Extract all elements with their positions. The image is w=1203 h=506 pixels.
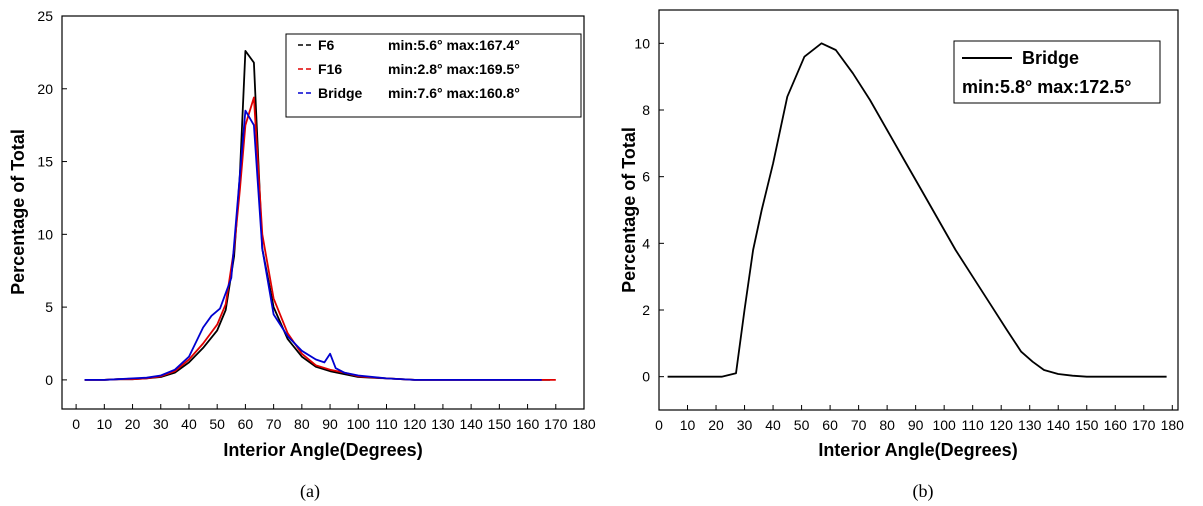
x-tick-label: 110 <box>375 416 398 432</box>
x-tick-label: 50 <box>794 417 810 433</box>
y-tick-label: 5 <box>45 299 53 315</box>
legend-a: F6 min:5.6° max:167.4° F16 min:2.8° max:169… <box>285 33 582 118</box>
y-tick-label: 6 <box>642 169 650 185</box>
tick-group-b: 0 10 20 30 40 50 60 70 80 90 100 110 120 130 140 150 160… <box>634 35 1184 433</box>
legend-series-stats: min:5.6° max:167.4° <box>388 37 520 53</box>
x-tick-label: 70 <box>266 416 282 432</box>
legend-box-b <box>953 40 1161 104</box>
x-tick-label: 30 <box>153 416 169 432</box>
x-tick-label: 100 <box>347 416 371 432</box>
x-tick-label: 20 <box>708 417 724 433</box>
x-tick-label: 110 <box>962 417 985 433</box>
x-tick-label: 10 <box>97 416 113 432</box>
x-tick-label: 100 <box>932 417 956 433</box>
plot-frame-b <box>658 9 1179 411</box>
x-tick-label: 60 <box>822 417 838 433</box>
legend-series-stats: min:2.8° max:169.5° <box>388 61 520 77</box>
x-tick-label: 50 <box>209 416 225 432</box>
x-tick-label: 10 <box>680 417 696 433</box>
x-tick-label: 90 <box>322 416 338 432</box>
x-tick-label: 40 <box>765 417 781 433</box>
legend-box-a <box>285 33 582 118</box>
x-tick-label: 20 <box>125 416 141 432</box>
x-tick-label: 0 <box>655 417 663 433</box>
series-line-f16 <box>84 96 556 381</box>
y-tick-label: 15 <box>37 154 53 170</box>
x-tick-label: 150 <box>1075 417 1099 433</box>
x-tick-label: 160 <box>516 416 540 432</box>
series-lines-a <box>84 50 556 381</box>
x-tick-label: 140 <box>459 416 483 432</box>
tick-group-a: 0 10 20 30 40 50 60 70 80 90 100 110 120 130 140 150 160… <box>37 8 595 432</box>
caption-b: (b) <box>913 481 934 502</box>
series-lines-b <box>667 42 1167 378</box>
x-axis-title-b: Interior Angle(Degrees) <box>818 440 1017 460</box>
legend-series-name: Bridge <box>1022 48 1079 68</box>
x-tick-label: 80 <box>294 416 310 432</box>
x-tick-label: 170 <box>544 416 568 432</box>
plot-frame-a <box>61 15 585 410</box>
legend-series-name: F16 <box>318 61 342 77</box>
chart-panel-b: 0 10 20 30 40 50 60 70 80 90 100 110 120 130 140 150 160… <box>619 9 1184 502</box>
y-tick-label: 10 <box>634 35 650 51</box>
legend-series-stats: min:5.8° max:172.5° <box>962 77 1131 97</box>
series-line-bridge <box>667 42 1167 378</box>
legend-series-stats: min:7.6° max:160.8° <box>388 85 520 101</box>
x-tick-label: 180 <box>1161 417 1185 433</box>
y-tick-label: 2 <box>642 302 650 318</box>
x-tick-label: 70 <box>851 417 867 433</box>
x-tick-label: 80 <box>879 417 895 433</box>
y-tick-label: 4 <box>642 235 650 251</box>
x-tick-label: 120 <box>990 417 1014 433</box>
x-tick-label: 60 <box>238 416 254 432</box>
legend-series-name: Bridge <box>318 85 363 101</box>
x-tick-label: 130 <box>1018 417 1042 433</box>
y-tick-label: 10 <box>37 226 53 242</box>
series-line-bridge <box>84 109 542 381</box>
y-tick-label: 0 <box>45 372 53 388</box>
y-tick-label: 8 <box>642 102 650 118</box>
x-axis-title-a: Interior Angle(Degrees) <box>223 440 422 460</box>
y-axis-title-a: Percentage of Total <box>8 129 28 295</box>
x-tick-label: 90 <box>908 417 924 433</box>
x-tick-label: 0 <box>72 416 80 432</box>
chart-panel-a: 0 10 20 30 40 50 60 70 80 90 100 110 120 130 140 150 160… <box>8 8 596 502</box>
caption-a: (a) <box>300 481 320 502</box>
x-tick-label: 150 <box>488 416 512 432</box>
x-tick-label: 40 <box>181 416 197 432</box>
legend-series-name: F6 <box>318 37 335 53</box>
y-tick-label: 20 <box>37 81 53 97</box>
y-tick-label: 25 <box>37 8 53 24</box>
y-tick-label: 0 <box>642 369 650 385</box>
x-tick-label: 30 <box>737 417 753 433</box>
x-tick-label: 120 <box>403 416 427 432</box>
y-axis-title-b: Percentage of Total <box>619 127 639 293</box>
x-tick-label: 160 <box>1104 417 1128 433</box>
x-tick-label: 170 <box>1132 417 1156 433</box>
legend-b: Bridge min:5.8° max:172.5° <box>953 40 1161 104</box>
x-tick-label: 130 <box>431 416 455 432</box>
x-tick-label: 140 <box>1047 417 1071 433</box>
x-tick-label: 180 <box>572 416 596 432</box>
